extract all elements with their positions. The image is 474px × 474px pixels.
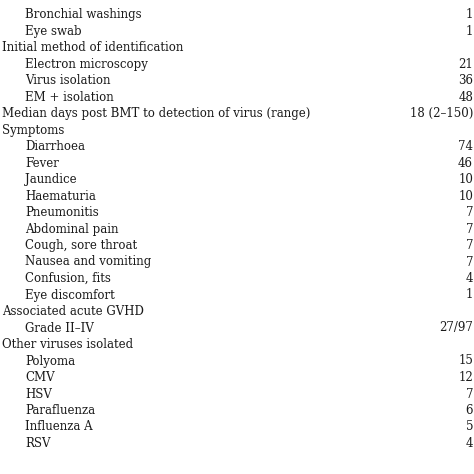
Text: 6: 6 [465,404,473,417]
Text: Influenza A: Influenza A [25,420,93,434]
Text: 7: 7 [465,222,473,236]
Text: Electron microscopy: Electron microscopy [25,57,148,71]
Text: Initial method of identification: Initial method of identification [2,41,184,54]
Text: Grade II–IV: Grade II–IV [25,321,94,335]
Text: 4: 4 [465,437,473,450]
Text: Polyoma: Polyoma [25,355,75,367]
Text: 1: 1 [465,8,473,21]
Text: Haematuria: Haematuria [25,190,96,202]
Text: RSV: RSV [25,437,51,450]
Text: Cough, sore throat: Cough, sore throat [25,239,137,252]
Text: 4: 4 [465,272,473,285]
Text: 15: 15 [458,355,473,367]
Text: 5: 5 [465,420,473,434]
Text: 1: 1 [465,289,473,301]
Text: 21: 21 [458,57,473,71]
Text: 46: 46 [458,156,473,170]
Text: 48: 48 [458,91,473,103]
Text: Abdominal pain: Abdominal pain [25,222,118,236]
Text: Median days post BMT to detection of virus (range): Median days post BMT to detection of vir… [2,107,311,120]
Text: 7: 7 [465,255,473,268]
Text: 1: 1 [465,25,473,37]
Text: Confusion, fits: Confusion, fits [25,272,111,285]
Text: 7: 7 [465,388,473,401]
Text: CMV: CMV [25,371,55,384]
Text: EM + isolation: EM + isolation [25,91,114,103]
Text: Jaundice: Jaundice [25,173,77,186]
Text: 27/97: 27/97 [439,321,473,335]
Text: 18 (2–150): 18 (2–150) [410,107,473,120]
Text: Virus isolation: Virus isolation [25,74,110,87]
Text: 10: 10 [458,173,473,186]
Text: 36: 36 [458,74,473,87]
Text: Eye swab: Eye swab [25,25,82,37]
Text: 10: 10 [458,190,473,202]
Text: 12: 12 [458,371,473,384]
Text: Fever: Fever [25,156,59,170]
Text: Other viruses isolated: Other viruses isolated [2,338,134,351]
Text: Associated acute GVHD: Associated acute GVHD [2,305,144,318]
Text: Bronchial washings: Bronchial washings [25,8,142,21]
Text: Eye discomfort: Eye discomfort [25,289,115,301]
Text: Nausea and vomiting: Nausea and vomiting [25,255,151,268]
Text: Symptoms: Symptoms [2,124,65,137]
Text: Diarrhoea: Diarrhoea [25,140,85,153]
Text: 7: 7 [465,206,473,219]
Text: 7: 7 [465,239,473,252]
Text: Pneumonitis: Pneumonitis [25,206,99,219]
Text: Parafluenza: Parafluenza [25,404,95,417]
Text: HSV: HSV [25,388,52,401]
Text: 74: 74 [458,140,473,153]
